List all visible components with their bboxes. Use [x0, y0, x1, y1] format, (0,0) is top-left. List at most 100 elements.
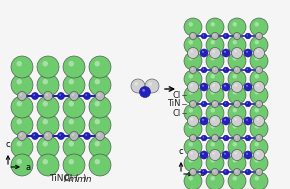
- Circle shape: [222, 117, 230, 125]
- Circle shape: [233, 108, 237, 113]
- Circle shape: [43, 159, 48, 164]
- Circle shape: [246, 102, 248, 104]
- Circle shape: [70, 91, 79, 101]
- Circle shape: [43, 141, 48, 146]
- Circle shape: [211, 40, 215, 45]
- Circle shape: [255, 176, 259, 180]
- Circle shape: [233, 74, 237, 79]
- Circle shape: [211, 169, 218, 176]
- Circle shape: [255, 135, 262, 142]
- Circle shape: [37, 56, 59, 78]
- Circle shape: [200, 83, 208, 91]
- Text: TiN: TiN: [168, 99, 181, 108]
- Circle shape: [189, 101, 197, 108]
- Circle shape: [211, 90, 215, 94]
- Circle shape: [201, 67, 207, 73]
- Circle shape: [188, 90, 193, 94]
- Circle shape: [224, 136, 226, 138]
- Circle shape: [89, 154, 111, 176]
- Circle shape: [131, 79, 145, 93]
- Circle shape: [234, 84, 237, 87]
- Circle shape: [233, 176, 237, 180]
- Circle shape: [233, 142, 237, 146]
- Circle shape: [250, 138, 268, 156]
- Circle shape: [11, 136, 33, 158]
- Circle shape: [257, 102, 259, 104]
- Circle shape: [253, 47, 264, 59]
- Circle shape: [188, 22, 193, 26]
- Circle shape: [184, 138, 202, 156]
- Circle shape: [211, 101, 218, 108]
- Circle shape: [17, 132, 26, 140]
- Circle shape: [17, 61, 22, 67]
- Circle shape: [223, 33, 229, 39]
- Circle shape: [206, 120, 224, 138]
- Circle shape: [233, 90, 237, 94]
- Circle shape: [43, 119, 48, 124]
- Circle shape: [244, 83, 252, 91]
- Circle shape: [17, 159, 22, 164]
- Circle shape: [11, 56, 33, 78]
- Circle shape: [68, 101, 74, 106]
- Circle shape: [202, 51, 204, 53]
- Circle shape: [224, 34, 226, 36]
- Circle shape: [44, 132, 52, 140]
- Circle shape: [255, 108, 259, 113]
- Circle shape: [255, 101, 262, 108]
- Circle shape: [203, 136, 204, 138]
- Circle shape: [44, 91, 52, 101]
- Circle shape: [256, 118, 259, 121]
- Circle shape: [17, 141, 22, 146]
- Circle shape: [33, 134, 35, 136]
- Circle shape: [256, 50, 259, 53]
- Circle shape: [46, 133, 48, 136]
- Circle shape: [46, 94, 48, 96]
- Circle shape: [235, 102, 237, 104]
- Circle shape: [233, 135, 240, 142]
- Text: c: c: [6, 140, 10, 149]
- Circle shape: [234, 50, 237, 53]
- Circle shape: [246, 51, 248, 53]
- Text: a: a: [26, 163, 31, 171]
- Circle shape: [203, 34, 204, 36]
- Circle shape: [245, 101, 251, 107]
- Circle shape: [11, 154, 33, 176]
- Circle shape: [68, 61, 74, 67]
- Circle shape: [89, 114, 111, 136]
- Circle shape: [189, 135, 197, 142]
- Circle shape: [224, 102, 226, 104]
- Circle shape: [231, 81, 242, 92]
- Circle shape: [206, 70, 224, 88]
- Circle shape: [250, 86, 268, 104]
- Circle shape: [95, 61, 100, 67]
- Circle shape: [206, 104, 224, 122]
- Circle shape: [245, 135, 251, 141]
- Circle shape: [72, 94, 74, 96]
- Circle shape: [244, 151, 252, 159]
- Circle shape: [59, 94, 61, 96]
- Circle shape: [223, 135, 229, 141]
- Circle shape: [213, 170, 215, 172]
- Circle shape: [222, 151, 230, 159]
- Circle shape: [17, 91, 26, 101]
- Circle shape: [255, 74, 259, 79]
- Circle shape: [191, 136, 193, 138]
- Circle shape: [188, 115, 198, 126]
- Circle shape: [188, 108, 193, 113]
- Circle shape: [188, 40, 193, 45]
- Circle shape: [233, 33, 240, 40]
- Circle shape: [211, 176, 215, 180]
- Circle shape: [224, 85, 226, 87]
- Circle shape: [37, 136, 59, 158]
- Circle shape: [223, 101, 229, 107]
- Circle shape: [231, 149, 242, 160]
- Circle shape: [211, 56, 215, 60]
- Circle shape: [209, 81, 220, 92]
- Circle shape: [235, 170, 237, 172]
- Circle shape: [245, 33, 251, 39]
- Circle shape: [209, 47, 220, 59]
- Circle shape: [211, 74, 215, 79]
- Circle shape: [250, 104, 268, 122]
- Circle shape: [255, 22, 259, 26]
- Circle shape: [228, 36, 246, 54]
